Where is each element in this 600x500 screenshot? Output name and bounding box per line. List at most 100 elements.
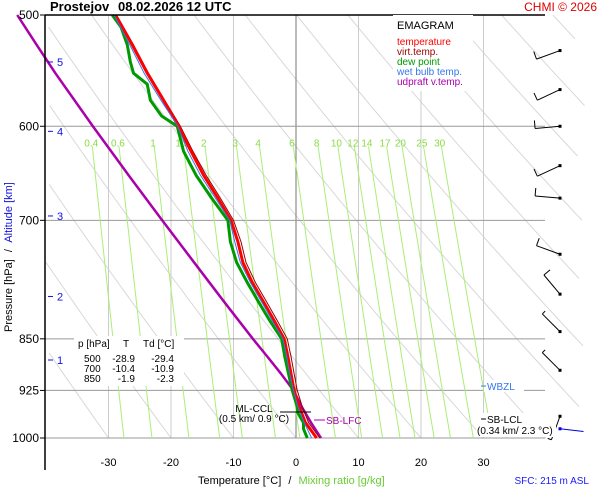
legend-title: EMAGRAM [397,20,454,32]
wbzl-background [484,380,524,392]
series-temperature [114,14,318,439]
y-axis-label: Pressure [hPa] / Altitude [km] [3,182,15,332]
mixing-ratio-line [386,146,435,439]
wind-barb-station [558,414,562,418]
wind-barb-flag [547,437,552,441]
mixing-ratio-line [204,146,243,439]
table-header-t: T [123,339,129,350]
table-cell: -29.4 [151,354,174,365]
dry-adiabat [142,14,484,439]
wind-barb-flag [533,92,538,101]
dry-adiabat [49,105,297,439]
mixing-ratio-label: 25 [416,138,428,149]
wind-barb-staff [536,245,561,255]
table-cell: -10.4 [112,364,135,375]
mixing-ratio-line [118,146,153,439]
wind-barb-station [558,164,562,168]
copyright: CHMI © 2026 [524,0,597,14]
table-cell: -28.9 [112,354,135,365]
pressure-tick-label: 600 [19,119,39,133]
legend-background [393,15,473,91]
dry-adiabat [48,352,109,439]
pressure-tick-label: 925 [19,383,39,397]
wind-barb-station [558,252,562,256]
dry-adiabat [347,14,580,279]
x-axis-label-sep: / [288,475,292,487]
dry-adiabat [91,14,422,439]
legend-dew-point: dew point [397,57,440,68]
wind-barb-flag [533,168,538,177]
mixing-ratio-label: 12 [347,138,359,149]
ml-ccl-detail: (0.5 km/ 0.9 °C) [219,414,289,425]
sounding-series [16,14,323,439]
wind-barb-staff [541,352,561,371]
wind-barb-staff [536,50,561,60]
mixing-ratio-label: 2 [201,138,207,149]
surface-wind-station [558,427,562,431]
y-axis-label-altitude: Altitude [km] [3,182,15,243]
mixing-ratio-label: 14 [361,138,373,149]
dry-adiabat [501,14,585,106]
temperature-tick-label: 30 [477,457,489,469]
temperature-tick-label: 0 [293,457,299,469]
dry-adiabat [48,26,359,439]
wind-barb-station [558,292,562,296]
sb-lcl-background [476,413,556,437]
altitude-tick-label: 3 [57,211,63,223]
mixing-ratio-line [423,146,474,439]
wind-barb-staff [535,195,561,199]
table-header-p: p [hPa] [78,339,110,350]
table-cell: -2.3 [157,374,175,385]
legend-temperature: temperature [397,37,451,48]
dry-adiabat [48,184,234,439]
mixing-ratio-label: 8 [314,138,320,149]
temperature-tick-label: 10 [352,457,364,469]
datetime-title: 08.02.2026 12 UTC [118,0,232,14]
altitude-tick-label: 4 [57,126,63,138]
mixing-ratio-label: 3 [232,138,238,149]
mixing-ratio-line [440,146,493,439]
mixing-ratio-label: 0.4 [84,138,98,149]
mixing-ratio-line [317,146,363,439]
wbzl-label: WBZL [487,382,515,393]
mixing-ratio-lines: 0.4 0.6 1 1.5 2 3 4 6 8 10 12 14 17 20 25 30 [84,138,493,439]
pressure-tick-label: 850 [19,332,39,346]
x-axis-label: Temperature [°C] / Mixing ratio [g/kg] [198,475,385,487]
altitude-tick-label: 5 [57,57,63,69]
wind-barb-flag [534,187,537,197]
temperature-tick-label: 20 [415,457,427,469]
mixing-ratio-line [91,146,125,439]
mixing-ratio-label: 17 [379,138,391,149]
dry-adiabat [244,14,580,408]
mixing-ratio-label: 30 [434,138,446,149]
wind-barb-staff [543,274,561,295]
table-background [74,336,184,386]
wind-barb-station [558,368,562,372]
table-cell: 500 [84,354,101,365]
station-title: Prostejov [50,0,110,14]
surface-wind-staff [559,428,584,433]
wind-barb-flag [543,269,551,276]
altitude-tick-label: 1 [57,355,63,367]
mixing-ratio-line [183,146,221,439]
mixing-ratio-label: 10 [331,138,343,149]
table-cell: -1.9 [118,374,136,385]
wind-barb-staff [541,313,561,332]
wind-barb-flag [536,238,540,246]
series-wet-bulb-temp [113,14,313,439]
sb-lcl-detail: (0.34 km/ 2.3 °C) [477,426,553,437]
mixing-ratio-line [337,146,384,439]
mixing-ratio-line [292,146,336,439]
pressure-tick-label: 1000 [12,431,39,445]
table-cell: 850 [84,374,101,385]
altitude-tick-label: 2 [57,291,63,303]
wind-barb-station [558,49,562,53]
table-header-td: Td [°C] [143,339,174,350]
sb-lfc-label: SB-LFC [326,416,362,427]
temperature-ticks: -30 -20 -10 0 10 20 30 [101,457,490,469]
y-axis-label-pressure: Pressure [hPa] [3,259,15,332]
ml-ccl-label: ML-CCL [235,404,273,415]
wind-barb-station [558,124,562,128]
wind-barb-station [558,196,562,200]
